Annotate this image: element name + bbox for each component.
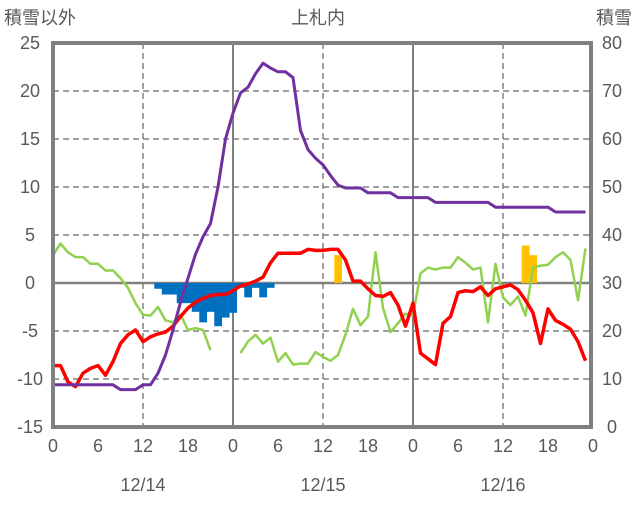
left-tick-label: 5: [25, 225, 35, 245]
blue-bar: [244, 283, 253, 298]
green-series-line: [51, 242, 587, 366]
x-tick-label: 12: [493, 436, 513, 456]
date-label: 12/14: [120, 475, 165, 495]
left-tick-label: -15: [17, 417, 43, 437]
right-axis-title: 積雪: [596, 8, 632, 28]
left-tick-label: 10: [20, 177, 40, 197]
left-tick-label: -5: [22, 321, 38, 341]
x-tick-label: 18: [358, 436, 378, 456]
right-tick-label: 0: [607, 417, 617, 437]
blue-bar: [169, 283, 178, 295]
blue-bar: [161, 283, 170, 295]
left-tick-label: -10: [17, 369, 43, 389]
x-tick-label: 6: [93, 436, 103, 456]
gridlines: [53, 43, 591, 427]
right-tick-label: 80: [602, 33, 622, 53]
chart-title: 上札内: [291, 8, 345, 28]
left-tick-label: 0: [25, 273, 35, 293]
right-tick-label: 20: [602, 321, 622, 341]
blue-bar: [191, 283, 200, 312]
blue-bar: [229, 283, 238, 313]
blue-bar: [206, 283, 215, 312]
plot-frame: [51, 41, 593, 429]
x-tick-label: 0: [48, 436, 58, 456]
date-label: 12/16: [480, 475, 525, 495]
left-tick-label: 25: [20, 33, 40, 53]
blue-bar: [221, 283, 230, 318]
right-tick-label: 50: [602, 177, 622, 197]
date-label: 12/15: [300, 475, 345, 495]
x-tick-label: 18: [538, 436, 558, 456]
right-tick-label: 70: [602, 81, 622, 101]
yellow-bar: [521, 245, 530, 283]
series-lines: [51, 61, 588, 392]
red-series-line: [53, 247, 588, 389]
blue-bar: [154, 283, 163, 289]
x-tick-label: 18: [178, 436, 198, 456]
x-tick-label: 12: [313, 436, 333, 456]
blue-bar: [176, 283, 185, 304]
purple-series-line: [53, 61, 586, 392]
x-tick-label: 6: [453, 436, 463, 456]
x-tick-label: 12: [133, 436, 153, 456]
right-tick-label: 60: [602, 129, 622, 149]
right-tick-label: 40: [602, 225, 622, 245]
blue-bar: [266, 283, 275, 288]
blue-bar: [214, 283, 223, 327]
left-tick-label: 15: [20, 129, 40, 149]
blue-bar: [251, 283, 260, 288]
x-tick-label: 0: [408, 436, 418, 456]
yellow-bar: [334, 255, 343, 283]
x-tick-label: 0: [228, 436, 238, 456]
right-tick-label: 10: [602, 369, 622, 389]
x-tick-label: 6: [273, 436, 283, 456]
blue-bar: [184, 283, 193, 304]
right-tick-label: 30: [602, 273, 622, 293]
x-tick-label: 0: [588, 436, 598, 456]
blue-bar: [199, 283, 208, 323]
left-axis-title: 積雪以外: [4, 8, 76, 28]
left-tick-label: 20: [20, 81, 40, 101]
blue-bar: [259, 283, 268, 298]
